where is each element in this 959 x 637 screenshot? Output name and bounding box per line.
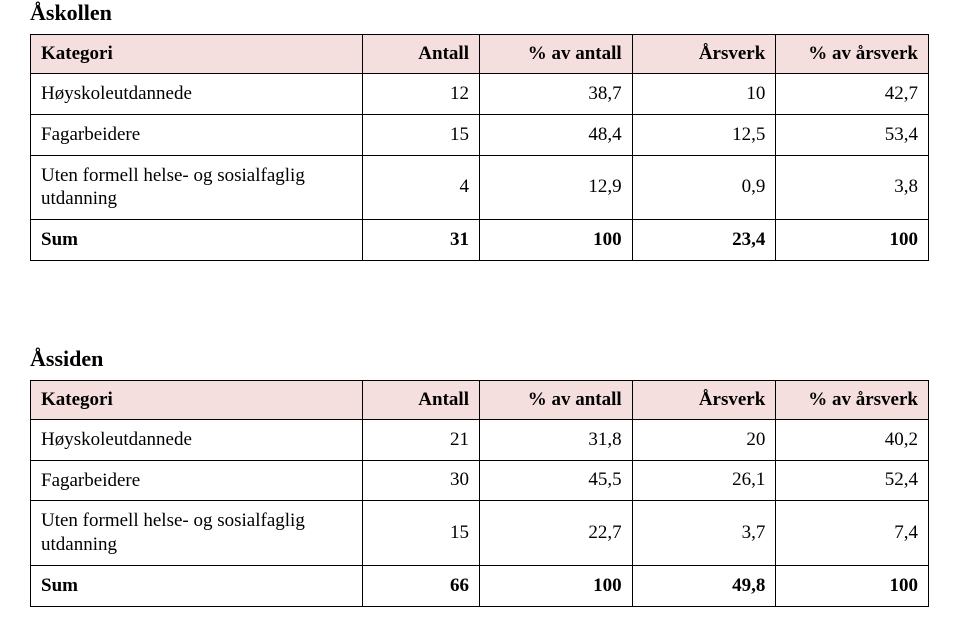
cell-value: 20 bbox=[632, 419, 776, 460]
sum-value: 66 bbox=[363, 565, 480, 606]
col-header-arsverk: Årsverk bbox=[632, 380, 776, 419]
cell-value: 22,7 bbox=[479, 501, 632, 566]
table-row: Høyskoleutdannede 21 31,8 20 40,2 bbox=[31, 419, 929, 460]
table-header-row: Kategori Antall % av antall Årsverk % av… bbox=[31, 380, 929, 419]
col-header-arsverk: Årsverk bbox=[632, 35, 776, 74]
col-header-kategori: Kategori bbox=[31, 35, 363, 74]
table-askollen: Kategori Antall % av antall Årsverk % av… bbox=[30, 34, 929, 261]
col-header-pct-antall: % av antall bbox=[479, 380, 632, 419]
col-header-antall: Antall bbox=[363, 380, 480, 419]
cell-value: 12,5 bbox=[632, 114, 776, 155]
cell-value: 21 bbox=[363, 419, 480, 460]
section-title-assiden: Åssiden bbox=[30, 346, 929, 372]
col-header-pct-arsverk: % av årsverk bbox=[776, 35, 929, 74]
col-header-pct-antall: % av antall bbox=[479, 35, 632, 74]
section-spacer bbox=[30, 261, 929, 346]
cell-label: Uten formell helse- og sosialfaglig utda… bbox=[31, 155, 363, 220]
cell-value: 3,8 bbox=[776, 155, 929, 220]
cell-value: 12,9 bbox=[479, 155, 632, 220]
cell-label: Fagarbeidere bbox=[31, 460, 363, 501]
cell-value: 15 bbox=[363, 114, 480, 155]
cell-value: 15 bbox=[363, 501, 480, 566]
cell-value: 31,8 bbox=[479, 419, 632, 460]
table-sum-row: Sum 66 100 49,8 100 bbox=[31, 565, 929, 606]
table-header-row: Kategori Antall % av antall Årsverk % av… bbox=[31, 35, 929, 74]
cell-value: 52,4 bbox=[776, 460, 929, 501]
cell-value: 7,4 bbox=[776, 501, 929, 566]
cell-value: 48,4 bbox=[479, 114, 632, 155]
page: Åskollen Kategori Antall % av antall Års… bbox=[0, 0, 959, 637]
sum-value: 31 bbox=[363, 220, 480, 261]
sum-value: 100 bbox=[479, 565, 632, 606]
cell-label: Uten formell helse- og sosialfaglig utda… bbox=[31, 501, 363, 566]
table-row: Fagarbeidere 30 45,5 26,1 52,4 bbox=[31, 460, 929, 501]
cell-value: 42,7 bbox=[776, 74, 929, 115]
cell-value: 45,5 bbox=[479, 460, 632, 501]
table-row: Uten formell helse- og sosialfaglig utda… bbox=[31, 155, 929, 220]
cell-value: 3,7 bbox=[632, 501, 776, 566]
sum-value: 100 bbox=[776, 220, 929, 261]
table-row: Høyskoleutdannede 12 38,7 10 42,7 bbox=[31, 74, 929, 115]
table-sum-row: Sum 31 100 23,4 100 bbox=[31, 220, 929, 261]
sum-label: Sum bbox=[31, 565, 363, 606]
sum-value: 100 bbox=[776, 565, 929, 606]
cell-value: 10 bbox=[632, 74, 776, 115]
section-title-askollen: Åskollen bbox=[30, 0, 929, 26]
cell-value: 30 bbox=[363, 460, 480, 501]
sum-value: 23,4 bbox=[632, 220, 776, 261]
cell-value: 38,7 bbox=[479, 74, 632, 115]
cell-label: Fagarbeidere bbox=[31, 114, 363, 155]
cell-value: 40,2 bbox=[776, 419, 929, 460]
cell-label: Høyskoleutdannede bbox=[31, 74, 363, 115]
sum-value: 100 bbox=[479, 220, 632, 261]
sum-label: Sum bbox=[31, 220, 363, 261]
cell-value: 53,4 bbox=[776, 114, 929, 155]
table-row: Fagarbeidere 15 48,4 12,5 53,4 bbox=[31, 114, 929, 155]
cell-value: 26,1 bbox=[632, 460, 776, 501]
cell-value: 4 bbox=[363, 155, 480, 220]
col-header-pct-arsverk: % av årsverk bbox=[776, 380, 929, 419]
table-row: Uten formell helse- og sosialfaglig utda… bbox=[31, 501, 929, 566]
cell-value: 12 bbox=[363, 74, 480, 115]
sum-value: 49,8 bbox=[632, 565, 776, 606]
table-assiden: Kategori Antall % av antall Årsverk % av… bbox=[30, 380, 929, 607]
col-header-kategori: Kategori bbox=[31, 380, 363, 419]
cell-value: 0,9 bbox=[632, 155, 776, 220]
cell-label: Høyskoleutdannede bbox=[31, 419, 363, 460]
col-header-antall: Antall bbox=[363, 35, 480, 74]
